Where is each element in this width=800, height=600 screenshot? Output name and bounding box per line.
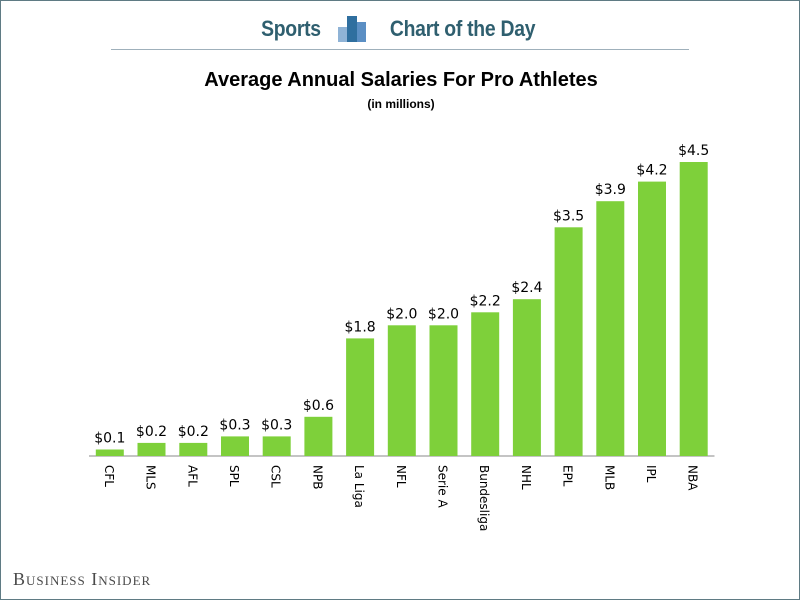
bar <box>429 325 458 456</box>
data-label: $4.2 <box>636 163 667 179</box>
data-label: $0.2 <box>136 424 167 440</box>
sports-chart-of-the-day-banner: Sports Chart of the Day <box>1 15 799 43</box>
x-tick-label: NFL <box>394 465 408 488</box>
bar <box>137 442 166 456</box>
x-tick-label: Bundesliga <box>477 465 491 531</box>
bar <box>387 325 416 456</box>
bar <box>596 201 625 456</box>
x-tick-label: MLB <box>602 465 616 490</box>
x-tick-label: La Liga <box>352 465 366 508</box>
x-tick-label: MLS <box>144 465 158 490</box>
data-label: $3.5 <box>553 208 584 224</box>
data-label: $2.4 <box>511 280 542 296</box>
data-label: $0.2 <box>178 424 209 440</box>
data-label: $0.3 <box>261 417 292 433</box>
x-tick-label: EPL <box>561 465 575 487</box>
x-tick-label: CSL <box>269 465 283 488</box>
data-label: $0.3 <box>219 417 250 433</box>
x-tick-label: NBA <box>686 465 700 491</box>
bar <box>554 227 583 456</box>
x-tick-label: SPL <box>227 465 241 487</box>
data-label: $0.1 <box>94 431 125 447</box>
data-label: $2.2 <box>470 293 501 309</box>
data-label: $2.0 <box>386 306 417 322</box>
bar <box>638 181 666 456</box>
x-tick-label: IPL <box>644 465 658 483</box>
bar <box>471 312 500 456</box>
chart-subtitle: (in millions) <box>367 97 435 111</box>
banner-chart-of-the-day-word: Chart of the Day <box>390 16 536 42</box>
bar <box>221 436 249 456</box>
data-label: $0.6 <box>303 398 334 414</box>
x-tick-label: AFL <box>185 465 199 487</box>
header-divider <box>111 49 689 50</box>
x-tick-label: NHL <box>519 465 533 490</box>
bar <box>346 338 375 456</box>
data-label: $2.0 <box>428 306 459 322</box>
data-label: $3.9 <box>595 182 626 198</box>
x-tick-label: Serie A <box>436 465 450 508</box>
x-tick-label: NPB <box>310 465 324 489</box>
data-label: $1.8 <box>345 319 376 335</box>
business-insider-logo: Business Insider <box>13 569 152 589</box>
bar <box>679 162 708 456</box>
data-label: $4.5 <box>678 143 709 159</box>
chart-title: Average Annual Salaries For Pro Athletes <box>204 69 598 91</box>
bar <box>95 449 124 456</box>
bar <box>179 442 208 456</box>
bar <box>262 436 291 456</box>
bar <box>512 299 541 456</box>
bar-chart-logo-icon <box>338 16 367 43</box>
x-tick-label: CFL <box>102 465 116 487</box>
bar <box>304 416 333 456</box>
banner-sports-word: Sports <box>260 16 321 42</box>
